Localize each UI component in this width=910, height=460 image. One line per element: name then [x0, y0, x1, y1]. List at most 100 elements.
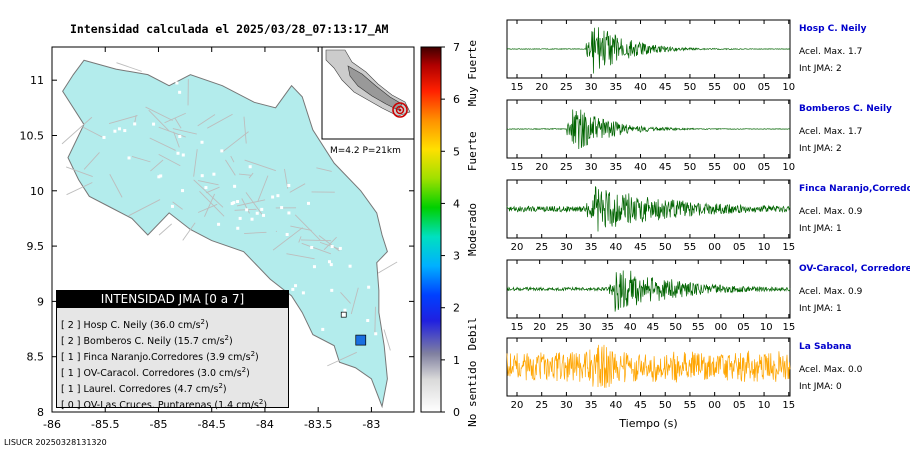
- station-int-jma: Int JMA: 0: [799, 382, 842, 392]
- time-tick-label: 15: [782, 242, 795, 253]
- time-tick-label: 00: [733, 82, 746, 93]
- footer-id: LISUCR 20250328131320: [4, 438, 107, 447]
- time-tick-label: 45: [659, 82, 672, 93]
- station-acel-max: Acel. Max. 0.9: [799, 287, 863, 297]
- lon-tick-label: -85: [149, 418, 167, 431]
- station-int-jma: Int JMA: 1: [799, 224, 842, 234]
- time-tick-label: 45: [634, 242, 647, 253]
- time-tick-label: 05: [733, 400, 746, 411]
- lon-tick-label: -84: [256, 418, 274, 431]
- lat-tick-label: 8: [37, 406, 44, 419]
- time-tick-label: 45: [634, 400, 647, 411]
- waveform-trace: [506, 270, 791, 312]
- time-tick-label: 35: [601, 322, 614, 333]
- legend-close: ): [246, 368, 250, 380]
- time-tick-label: 55: [684, 400, 697, 411]
- station-name: Hosp C. Neily: [799, 24, 867, 34]
- time-tick-label: 15: [511, 82, 524, 93]
- legend-entry: [ 1 ] Laurel. Corredores (4.7 cm/s2): [57, 378, 288, 396]
- station-name: Finca Naranjo,Corredores: [799, 184, 910, 194]
- legend-station: Hosp C. Neily (36.0 cm/s: [83, 320, 201, 332]
- time-tick-label: 35: [585, 400, 598, 411]
- colorbar-category-label: No sentido: [466, 361, 479, 427]
- legend-unit-exponent: 2: [224, 334, 229, 342]
- lat-tick-label: 8.5: [27, 351, 45, 364]
- lon-tick-label: -84.5: [197, 418, 225, 431]
- time-tick-label: 30: [579, 322, 592, 333]
- time-tick-label: 30: [560, 242, 573, 253]
- waveform-trace: [506, 186, 791, 232]
- time-tick-label: 55: [708, 162, 721, 173]
- time-tick-label: 40: [634, 162, 647, 173]
- colorbar-tick: 7: [453, 41, 460, 54]
- time-tick-label: 50: [684, 82, 697, 93]
- station-int-jma: Int JMA: 1: [799, 304, 842, 314]
- waveform-trace: [506, 344, 791, 388]
- time-tick-label: 05: [733, 242, 746, 253]
- time-tick-label: 40: [624, 322, 637, 333]
- legend-station: OV-Caracol. Corredores (3.0 cm/s: [83, 368, 242, 380]
- costa-rica-land: [62, 59, 388, 409]
- legend-entry: [ 2 ] Hosp C. Neily (36.0 cm/s2): [57, 314, 288, 332]
- time-tick-label: 40: [609, 242, 622, 253]
- time-tick-label: 45: [659, 162, 672, 173]
- waveform-panel: 15 20 25 30 35 40 45 50 55 00 05 10 15: [506, 259, 796, 333]
- time-tick-label: 10: [758, 242, 771, 253]
- lat-tick-label: 10.5: [20, 129, 45, 142]
- waveform-panel: 20 25 30 35 40 45 50 55 00 05 10 15: [506, 179, 795, 253]
- colorbar-tick: 2: [453, 302, 460, 315]
- legend-unit-exponent: 2: [250, 350, 256, 358]
- time-tick-label: 35: [609, 82, 622, 93]
- waveform-trace: [506, 27, 791, 74]
- legend-entry: [ 1 ] OV-Caracol. Corredores (3.0 cm/s2): [57, 362, 288, 380]
- colorbar-tick: 5: [453, 145, 460, 158]
- station-acel-max: Acel. Max. 0.0: [799, 365, 863, 375]
- time-tick-label: 50: [684, 162, 697, 173]
- inset-label: M=4.2 P=21km: [330, 146, 401, 156]
- time-tick-label: 25: [535, 242, 548, 253]
- legend-level: [ 1 ]: [61, 352, 81, 364]
- waveform-trace: [506, 109, 791, 150]
- time-tick-label: 40: [634, 82, 647, 93]
- waveform-panel: 15 20 25 30 35 40 45 50 55 00 05 10: [506, 99, 795, 173]
- time-tick-label: 15: [783, 322, 796, 333]
- time-tick-label: 05: [737, 322, 750, 333]
- colorbar-category-label: Debil: [466, 317, 479, 350]
- intensity-legend: INTENSIDAD JMA [0 a 7] [ 2 ] Hosp C. Nei…: [56, 290, 289, 411]
- time-tick-label: 30: [560, 400, 573, 411]
- time-tick-label: 05: [758, 82, 771, 93]
- time-tick-label: 00: [733, 162, 746, 173]
- traces-xlabel: Tiempo (s): [618, 417, 677, 430]
- colorbar-category-label: Muy Fuerte: [466, 40, 479, 106]
- station-acel-max: Acel. Max. 1.7: [799, 127, 863, 137]
- legend-close: ): [205, 320, 209, 332]
- legend-unit-exponent: 2: [258, 398, 264, 406]
- time-tick-label: 35: [609, 162, 622, 173]
- time-tick-label: 10: [782, 162, 795, 173]
- legend-unit-exponent: 2: [241, 366, 247, 374]
- colorbar-tick: 6: [453, 93, 460, 106]
- time-tick-label: 20: [533, 322, 546, 333]
- legend-level: [ 2 ]: [61, 320, 81, 332]
- time-tick-label: 15: [511, 322, 524, 333]
- intensity-colorbar: 0 1 2 3 4 5 6 7 No sentido Debil Moderado Fuerte Muy…: [420, 40, 479, 427]
- legend-unit-exponent: 2: [218, 382, 223, 390]
- time-tick-label: 20: [535, 82, 548, 93]
- location-inset: M=4.2 P=21km: [321, 46, 415, 156]
- colorbar-tick: 3: [453, 250, 460, 263]
- time-tick-label: 35: [585, 242, 598, 253]
- station-name: La Sabana: [799, 342, 852, 352]
- time-tick-label: 50: [669, 322, 682, 333]
- station-int-jma: Int JMA: 2: [799, 64, 842, 74]
- lon-tick-label: -83.5: [304, 418, 332, 431]
- time-tick-label: 15: [782, 400, 795, 411]
- legend-close: ): [222, 384, 227, 396]
- waveform-panel: 15 20 25 30 35 40 45 50 55 00 05 10: [506, 19, 795, 93]
- lon-tick-label: -83: [362, 418, 380, 431]
- colorbar-tick: 0: [453, 406, 460, 419]
- legend-close: ): [229, 336, 233, 348]
- map-title: Intensidad calculada el 2025/03/28_07:13…: [70, 22, 389, 36]
- lat-tick-label: 11: [30, 74, 44, 87]
- time-tick-label: 25: [535, 400, 548, 411]
- time-tick-label: 50: [659, 400, 672, 411]
